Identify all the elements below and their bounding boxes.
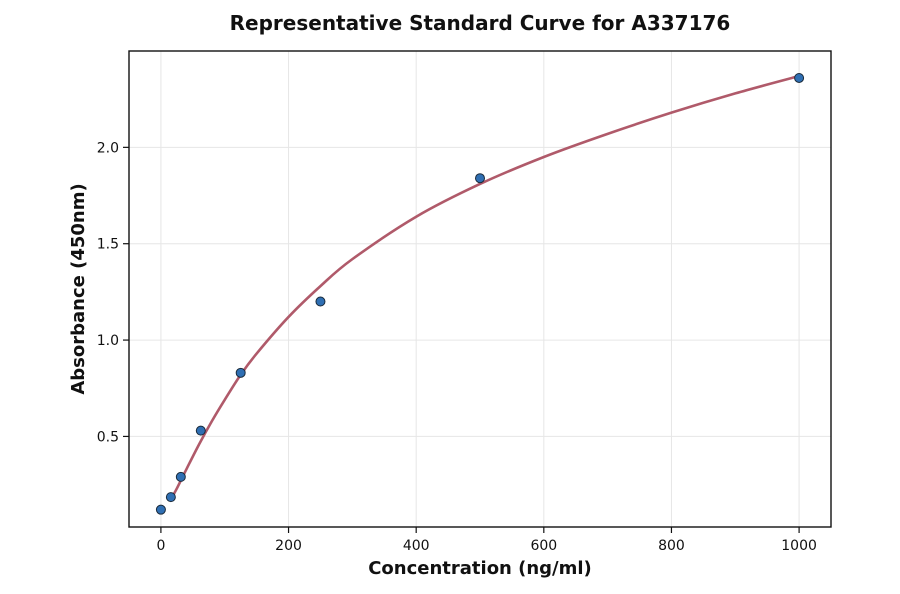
data-point <box>475 173 485 184</box>
y-tick-label: 1.5 <box>97 237 119 253</box>
y-tick-label: 2.0 <box>97 140 119 156</box>
data-point <box>165 492 176 503</box>
x-tick-label: 200 <box>275 538 302 554</box>
data-point <box>315 296 326 307</box>
ticks-layer: 0 200 400 600 800 1000 0.5 1.0 1.5 2.0 <box>97 140 817 554</box>
x-tick-label: 400 <box>403 538 430 554</box>
x-tick-label: 800 <box>658 538 685 554</box>
fit-curve <box>169 74 800 501</box>
x-tick-label: 1000 <box>781 538 817 554</box>
y-tick-label: 1.0 <box>97 333 119 349</box>
grid-layer <box>129 51 831 527</box>
chart-title: Representative Standard Curve for A33717… <box>230 11 731 35</box>
x-axis-label: Concentration (ng/ml) <box>368 558 592 579</box>
y-axis-label: Absorbance (450nm) <box>68 183 89 394</box>
x-tick-label: 600 <box>530 538 557 554</box>
points-layer <box>155 72 805 515</box>
data-point <box>794 72 805 83</box>
plot-frame <box>128 50 832 528</box>
data-point <box>175 471 186 482</box>
x-tick-label: 0 <box>156 538 165 554</box>
data-point <box>235 367 246 378</box>
data-point <box>155 504 166 515</box>
data-point <box>195 425 206 436</box>
y-tick-label: 0.5 <box>97 429 119 445</box>
